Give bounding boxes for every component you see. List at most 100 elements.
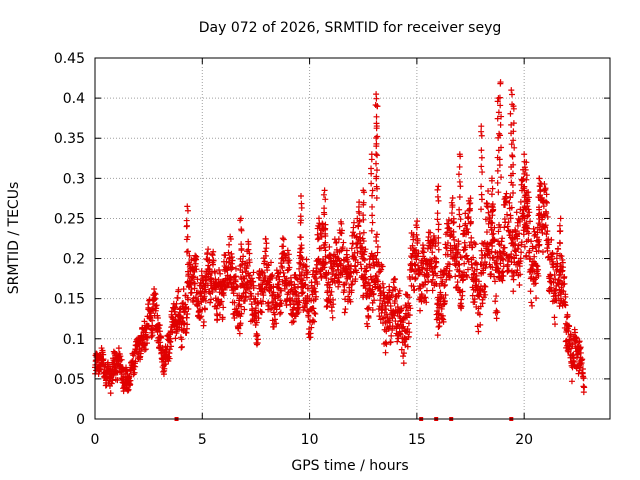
data-point xyxy=(179,343,186,350)
y-tick-label: 0.2 xyxy=(63,252,85,268)
data-point xyxy=(355,223,362,230)
data-point xyxy=(346,265,353,272)
data-point xyxy=(367,264,374,271)
data-point xyxy=(115,345,122,352)
data-point xyxy=(535,247,542,254)
data-point xyxy=(387,338,394,345)
data-point xyxy=(336,279,343,286)
data-point xyxy=(425,278,432,285)
data-point xyxy=(580,375,587,382)
data-point xyxy=(400,360,407,367)
data-point xyxy=(423,299,430,306)
data-point xyxy=(360,216,367,223)
data-point xyxy=(579,366,586,373)
data-point xyxy=(386,287,393,294)
data-point xyxy=(456,163,463,170)
data-point xyxy=(505,219,512,226)
data-point xyxy=(572,329,579,336)
data-point xyxy=(573,335,580,342)
data-point xyxy=(456,261,463,268)
y-tick-label: 0.45 xyxy=(54,51,85,67)
data-point xyxy=(451,236,458,243)
data-point xyxy=(191,280,198,287)
data-point xyxy=(348,287,355,294)
data-point xyxy=(238,227,245,234)
data-point xyxy=(153,302,160,309)
data-point xyxy=(200,318,207,325)
data-point xyxy=(175,286,182,293)
data-point xyxy=(465,214,472,221)
data-point xyxy=(577,344,584,351)
data-point xyxy=(298,245,305,252)
data-point xyxy=(354,249,361,256)
data-point xyxy=(141,346,148,353)
data-point xyxy=(512,228,519,235)
data-point xyxy=(475,328,482,335)
data-point xyxy=(478,247,485,254)
data-point xyxy=(458,254,465,261)
data-point xyxy=(526,247,533,254)
data-point xyxy=(118,356,125,363)
data-point xyxy=(373,113,380,120)
data-point xyxy=(132,363,139,370)
data-point xyxy=(567,331,574,338)
data-point xyxy=(339,244,346,251)
data-point xyxy=(274,270,281,277)
data-point xyxy=(526,209,533,216)
data-point xyxy=(248,292,255,299)
data-point xyxy=(193,266,200,273)
data-point xyxy=(360,229,367,236)
data-point xyxy=(184,310,191,317)
data-point xyxy=(310,305,317,312)
data-point xyxy=(292,288,299,295)
data-point xyxy=(277,269,284,276)
data-point xyxy=(151,290,158,297)
data-point xyxy=(232,273,239,280)
data-point xyxy=(222,252,229,259)
data-point xyxy=(373,167,380,174)
data-point xyxy=(484,200,491,207)
x-tick-label: 15 xyxy=(408,432,426,448)
data-point xyxy=(374,152,381,159)
data-point xyxy=(508,204,515,211)
data-point xyxy=(343,266,350,273)
data-point xyxy=(114,369,121,376)
data-point xyxy=(213,305,220,312)
data-point xyxy=(493,293,500,300)
data-point xyxy=(493,315,500,322)
data-point xyxy=(204,249,211,256)
data-point xyxy=(528,299,535,306)
data-point xyxy=(577,360,584,367)
data-point xyxy=(259,298,266,305)
data-point xyxy=(469,244,476,251)
data-point xyxy=(392,276,399,283)
data-point xyxy=(217,270,224,277)
data-point xyxy=(205,246,212,253)
data-point xyxy=(198,290,205,297)
data-point xyxy=(245,246,252,253)
data-point xyxy=(365,279,372,286)
data-point xyxy=(489,231,496,238)
data-point xyxy=(454,279,461,286)
data-point xyxy=(483,229,490,236)
data-point xyxy=(414,218,421,225)
data-point xyxy=(308,324,315,331)
data-point xyxy=(373,173,380,180)
data-point xyxy=(429,249,436,256)
data-point xyxy=(507,110,514,117)
data-point xyxy=(290,318,297,325)
data-point xyxy=(528,238,535,245)
data-point xyxy=(297,234,304,241)
data-point xyxy=(543,210,550,217)
data-point xyxy=(539,248,546,255)
data-point xyxy=(488,191,495,198)
data-point xyxy=(191,280,198,287)
data-point xyxy=(481,283,488,290)
data-point xyxy=(188,279,195,286)
data-point xyxy=(441,297,448,304)
data-point xyxy=(373,140,380,147)
data-point xyxy=(494,98,501,105)
data-point xyxy=(335,283,342,290)
data-point xyxy=(581,384,588,391)
data-point xyxy=(184,268,191,275)
